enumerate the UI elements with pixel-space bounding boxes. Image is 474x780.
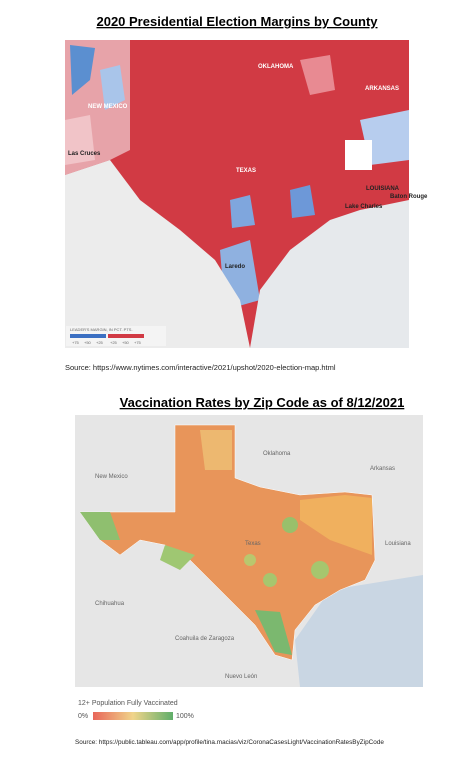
map-label: Chihuahua xyxy=(95,601,125,607)
map-label: OKLAHOMA xyxy=(258,64,294,70)
legend-max: 100% xyxy=(176,713,194,720)
map-label: Louisiana xyxy=(385,541,411,547)
map-label: Arkansas xyxy=(370,466,395,472)
map-label: Baton Rouge xyxy=(390,194,428,200)
map-label: TEXAS xyxy=(236,168,256,174)
legend-title: LEADER'S MARGIN, IN PCT. PTS. xyxy=(70,327,133,332)
legend-gradient xyxy=(93,712,173,720)
map-label: Lake Charles xyxy=(345,204,383,210)
map-label: LOUISIANA xyxy=(366,186,400,192)
map-label: New Mexico xyxy=(95,474,128,480)
legend-tick: +25 xyxy=(110,340,118,345)
title: Vaccination Rates by Zip Code as of 8/12… xyxy=(120,395,405,410)
source: Source: https://public.tableau.com/app/p… xyxy=(75,739,384,746)
map-label: Coahuila de Zaragoza xyxy=(175,636,235,642)
election-map xyxy=(65,40,409,348)
map-label: NEW MEXICO xyxy=(88,104,128,110)
legend-min: 0% xyxy=(78,713,88,720)
legend-tick: +50 xyxy=(84,340,92,345)
source: Source: https://www.nytimes.com/interact… xyxy=(65,363,336,372)
legend-tick: +75 xyxy=(72,340,80,345)
legend-tick: +75 xyxy=(134,340,142,345)
title: 2020 Presidential Election Margins by Co… xyxy=(96,14,378,29)
legend-title: 12+ Population Fully Vaccinated xyxy=(78,700,178,707)
map-label: Nuevo León xyxy=(225,674,257,680)
map-label: Texas xyxy=(245,541,261,547)
vaccination-map xyxy=(75,415,423,687)
legend-tick: +50 xyxy=(122,340,130,345)
map-label: Las Cruces xyxy=(68,151,101,157)
map-label: Laredo xyxy=(225,264,245,270)
legend-tick: +25 xyxy=(96,340,104,345)
map-label: Oklahoma xyxy=(263,451,291,457)
map-label: ARKANSAS xyxy=(365,86,399,92)
